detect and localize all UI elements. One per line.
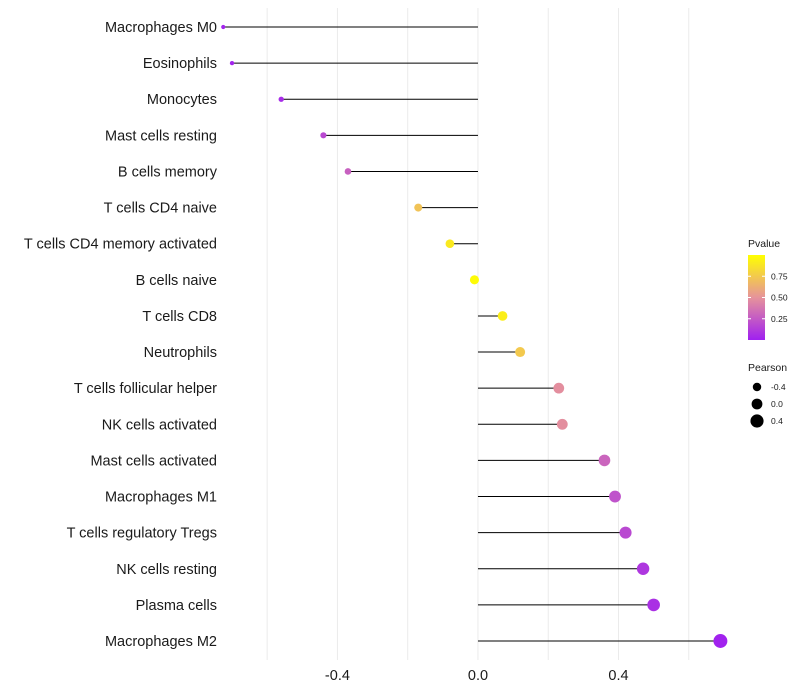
x-axis-tick-labels: -0.4 0.0 0.4	[325, 668, 629, 684]
lollipop-point	[445, 239, 455, 249]
category-label: T cells CD8	[142, 309, 217, 325]
category-label: Mast cells activated	[90, 453, 217, 469]
lollipop-point	[229, 60, 235, 66]
lollipop-points	[221, 24, 728, 648]
colorbar-tick-label: 0.50	[771, 293, 788, 303]
x-tick-label: -0.4	[325, 668, 350, 684]
category-label: NK cells activated	[102, 417, 217, 433]
colorbar-tick-label: 0.75	[771, 271, 788, 281]
lollipop-point	[320, 132, 327, 139]
category-label: T cells CD4 memory activated	[24, 237, 217, 253]
category-label: B cells memory	[118, 164, 218, 180]
pvalue-legend-title: Pvalue	[748, 238, 780, 250]
category-labels: Macrophages M0 Eosinophils Monocytes Mast c…	[24, 20, 218, 650]
lollipop-point	[414, 203, 423, 212]
size-legend-dot	[752, 382, 762, 392]
pearson-legend: Pearson -0.4 0.0 0.4	[748, 362, 787, 428]
lollipop-point	[598, 454, 611, 467]
x-tick-label: 0.0	[468, 668, 488, 684]
category-label: T cells CD4 naive	[104, 201, 217, 217]
size-legend-label: 0.4	[771, 416, 783, 426]
category-label: Eosinophils	[143, 56, 217, 72]
category-label: Mast cells resting	[105, 128, 217, 144]
category-label: T cells regulatory Tregs	[67, 526, 217, 542]
category-label: Neutrophils	[144, 345, 217, 361]
category-label: NK cells resting	[116, 562, 217, 578]
lollipop-point	[636, 562, 650, 575]
pvalue-colorbar	[748, 255, 765, 340]
lollipop-point	[556, 418, 568, 430]
category-label: T cells follicular helper	[74, 381, 217, 397]
lollipop-point	[619, 526, 632, 539]
lollipop-point	[647, 598, 660, 612]
category-label: B cells naive	[136, 273, 217, 289]
lollipop-point	[469, 275, 480, 285]
category-label: Monocytes	[147, 92, 217, 108]
lollipop-point	[515, 347, 526, 358]
x-tick-label: 0.4	[608, 668, 628, 684]
grid-lines	[266, 8, 690, 660]
category-label: Macrophages M1	[105, 490, 217, 506]
colorbar-tick-label: 0.25	[771, 314, 788, 324]
category-label: Plasma cells	[136, 598, 217, 614]
lollipop-point	[221, 24, 226, 30]
size-legend-dot	[751, 398, 763, 410]
size-legend-label: -0.4	[771, 382, 786, 392]
size-legend-dot	[750, 414, 764, 428]
lollipop-point	[609, 490, 621, 503]
category-label: Macrophages M0	[105, 20, 217, 36]
lollipop-point	[344, 168, 352, 175]
lollipop-segments	[223, 26, 721, 642]
lollipop-point	[713, 634, 728, 648]
size-legend-label: 0.0	[771, 399, 783, 409]
pearson-legend-title: Pearson	[748, 362, 787, 374]
lollipop-point	[278, 96, 284, 102]
category-label: Macrophages M2	[105, 634, 217, 650]
lollipop-point	[497, 311, 508, 321]
lollipop-point	[553, 382, 565, 394]
pvalue-legend: Pvalue 0.25 0.50 0.75	[748, 238, 788, 340]
